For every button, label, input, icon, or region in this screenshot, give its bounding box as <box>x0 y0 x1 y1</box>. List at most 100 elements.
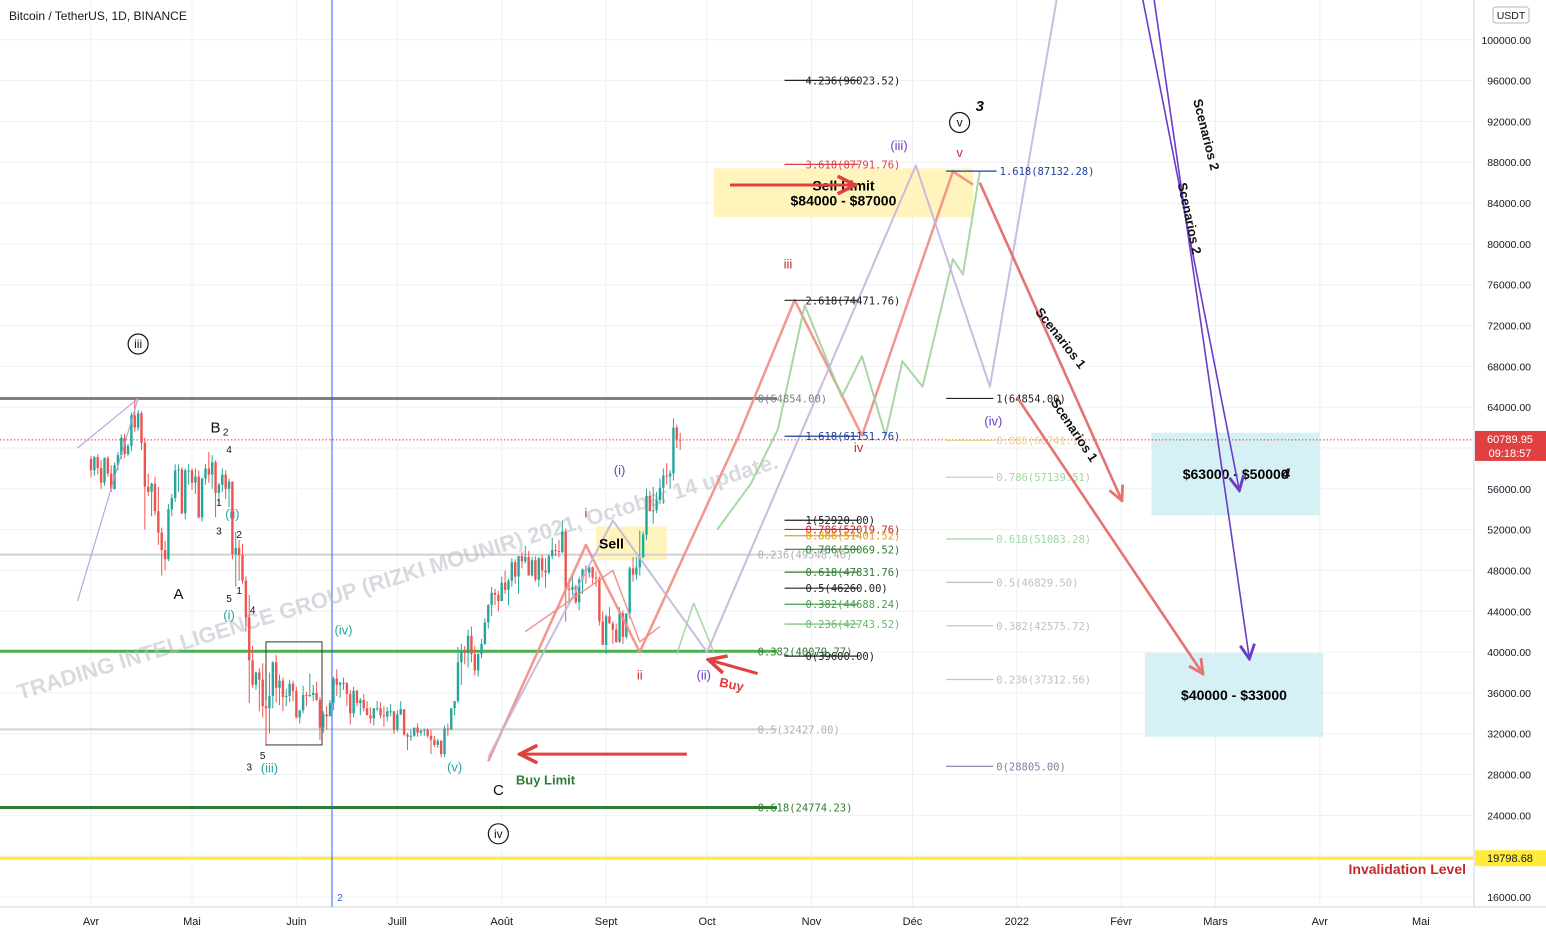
candle-body <box>167 509 170 560</box>
candle-body <box>631 568 635 575</box>
candle-body <box>392 711 396 730</box>
candle-body <box>483 622 487 644</box>
wave-label: i <box>584 505 587 520</box>
candle-body <box>635 567 638 575</box>
fib-label: 1.618(61151.76) <box>806 431 901 443</box>
wave-label: iii <box>784 256 793 271</box>
wave-label: v <box>957 116 963 130</box>
candle-body <box>318 700 322 728</box>
fib-label: 1(64854.00) <box>996 393 1066 405</box>
candle-body <box>227 481 231 489</box>
candle-body <box>419 730 423 733</box>
zone-label: Sell <box>599 535 624 551</box>
wave-label: C <box>493 782 504 799</box>
time-scale-bg <box>0 907 1546 935</box>
candle-body <box>534 560 537 580</box>
scenario-arrow <box>1015 396 1202 673</box>
price-tick: 16000.00 <box>1487 892 1531 904</box>
candle-body <box>564 531 567 589</box>
fib-label: 0(28805.00) <box>996 761 1066 773</box>
candle-body <box>93 457 96 471</box>
wave-label: (v) <box>447 759 462 774</box>
scenario-arrow <box>1142 0 1239 489</box>
wave-label: 5 <box>226 594 232 605</box>
candle-body <box>177 469 180 471</box>
candle-body <box>547 556 551 573</box>
candle-body <box>291 683 295 691</box>
month-tick: 2022 <box>1005 916 1029 928</box>
candle-body <box>278 680 281 688</box>
time-scale[interactable]: Avr Mai Juin Juill Août Sept Oct Nov Déc 2022 Févr… <box>0 906 1546 935</box>
candle-body <box>365 708 369 716</box>
wave-label: (ii) <box>697 668 711 683</box>
candle-body <box>456 662 460 702</box>
scenario-arrow <box>978 182 1121 499</box>
candle-body <box>362 700 365 709</box>
candle-countdown: 09:18:57 <box>1489 448 1532 460</box>
candle-body <box>157 511 160 533</box>
candle-body <box>147 486 150 492</box>
month-tick: Avr <box>83 916 100 928</box>
currency-badge[interactable] <box>1492 6 1530 24</box>
wave-paths <box>76 0 1058 762</box>
candle-body <box>598 578 601 622</box>
candle-body <box>567 588 571 590</box>
candle-body <box>574 586 577 603</box>
price-scale[interactable]: 16000.0020000.0024000.0028000.0032000.00… <box>1473 0 1546 935</box>
candle-body <box>463 651 466 654</box>
candle-body <box>359 700 362 704</box>
candle-body <box>194 476 197 483</box>
candle-body <box>588 567 591 573</box>
candle-body <box>514 562 517 577</box>
text-arrow <box>710 660 759 675</box>
candle-body <box>264 706 268 709</box>
candle-body <box>537 558 540 580</box>
wave-label: (iv) <box>334 623 352 638</box>
candle-body <box>524 557 527 562</box>
zone-label: $40000 - $33000 <box>1181 687 1287 703</box>
candle-body <box>136 413 140 428</box>
candle-body <box>274 662 278 688</box>
candle-body <box>476 654 480 671</box>
candle-body <box>184 470 187 514</box>
candle-body <box>500 582 503 602</box>
candle-body <box>473 654 476 671</box>
fib-label: 0.786(57139.51) <box>996 472 1091 484</box>
candle-body <box>170 497 173 510</box>
wave-label: B <box>211 420 221 437</box>
candle-body <box>446 728 450 730</box>
fib-label: 0.382(40079.77) <box>758 646 853 658</box>
month-tick: Sept <box>595 916 618 928</box>
wave-path <box>76 397 139 602</box>
candle-body <box>325 714 328 717</box>
candle-body <box>153 483 157 512</box>
candle-body <box>487 605 490 623</box>
zone-label: $84000 - $87000 <box>791 192 897 208</box>
candle-body <box>140 413 143 443</box>
candle-body <box>429 735 433 740</box>
candle-body <box>396 714 399 730</box>
candle-body <box>544 570 547 573</box>
wave-label: (iii) <box>890 138 907 153</box>
month-tick: Oct <box>699 916 716 928</box>
fib-label: 4.236(96023.52) <box>806 75 901 87</box>
wave-label: 4 <box>250 605 256 616</box>
candle-body <box>271 662 274 696</box>
price-tick: 72000.00 <box>1487 321 1531 333</box>
candle-body <box>399 709 402 715</box>
candle-body <box>106 458 110 474</box>
candle-body <box>510 562 514 581</box>
candle-body <box>335 678 338 685</box>
wave-path <box>676 602 715 655</box>
candle-body <box>382 715 386 717</box>
scenario-arrow <box>1153 0 1249 657</box>
candle-body <box>150 483 153 492</box>
candle-body <box>406 734 409 737</box>
price-tick: 28000.00 <box>1487 770 1531 782</box>
price-tick: 24000.00 <box>1487 810 1531 822</box>
month-tick: Nov <box>802 916 822 928</box>
